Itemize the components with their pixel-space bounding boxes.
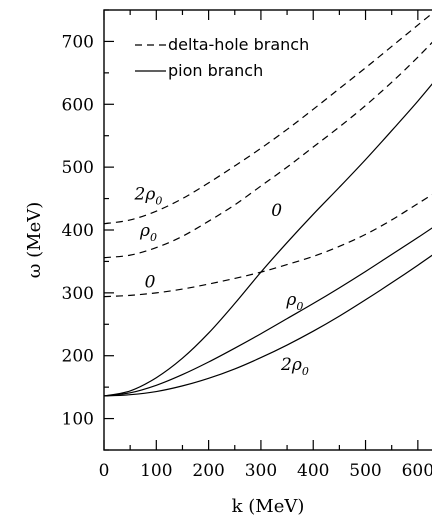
- x-tick-label: 400: [297, 461, 329, 481]
- y-tick-label: 500: [62, 158, 94, 178]
- axis-tick-labels: 0 100 200 300 400 500 600 100 200 300 400 500 600 700: [62, 32, 432, 481]
- axis-ticks: [103, 9, 419, 451]
- y-tick-label: 700: [62, 32, 94, 52]
- y-tick-label: 300: [62, 284, 94, 304]
- y-tick-label: 100: [62, 410, 94, 430]
- y-axis-title: ω (MeV): [24, 202, 45, 279]
- x-tick-label: 300: [245, 461, 277, 481]
- legend-label: delta-hole branch: [168, 35, 309, 54]
- series-group: [104, 12, 432, 397]
- pion-curve-0: [104, 83, 432, 397]
- x-tick-label: 500: [349, 461, 381, 481]
- curve-annotations: 2ρ0 ρ0 0 0 ρ0 2ρ0: [134, 185, 309, 378]
- x-tick-label: 100: [140, 461, 172, 481]
- curve-annotation: ρ0: [285, 290, 303, 313]
- x-axis-title: k (MeV): [232, 496, 305, 517]
- x-tick-label: 200: [192, 461, 224, 481]
- delta-hole-curve-3: [104, 194, 432, 298]
- x-tick-label: 0: [99, 461, 110, 481]
- curve-annotation: 2ρ0: [280, 355, 309, 378]
- curve-annotation: 0: [271, 201, 282, 221]
- x-tick-label: 600: [402, 461, 432, 481]
- legend-label: pion branch: [168, 61, 263, 80]
- curve-annotation: 0: [145, 273, 156, 293]
- curve-annotation: 2ρ0: [134, 185, 163, 208]
- curve-annotation: ρ0: [139, 221, 157, 244]
- delta-hole-curve-5: [104, 12, 432, 225]
- y-tick-label: 600: [62, 95, 94, 115]
- delta-hole-curve-4: [104, 41, 432, 259]
- plot-frame: [103, 9, 432, 451]
- pion-curve-2: [104, 254, 432, 397]
- y-tick-label: 400: [62, 221, 94, 241]
- legend: delta-hole branch pion branch: [135, 35, 309, 80]
- pion-curve-1: [104, 227, 432, 397]
- y-tick-label: 200: [62, 347, 94, 367]
